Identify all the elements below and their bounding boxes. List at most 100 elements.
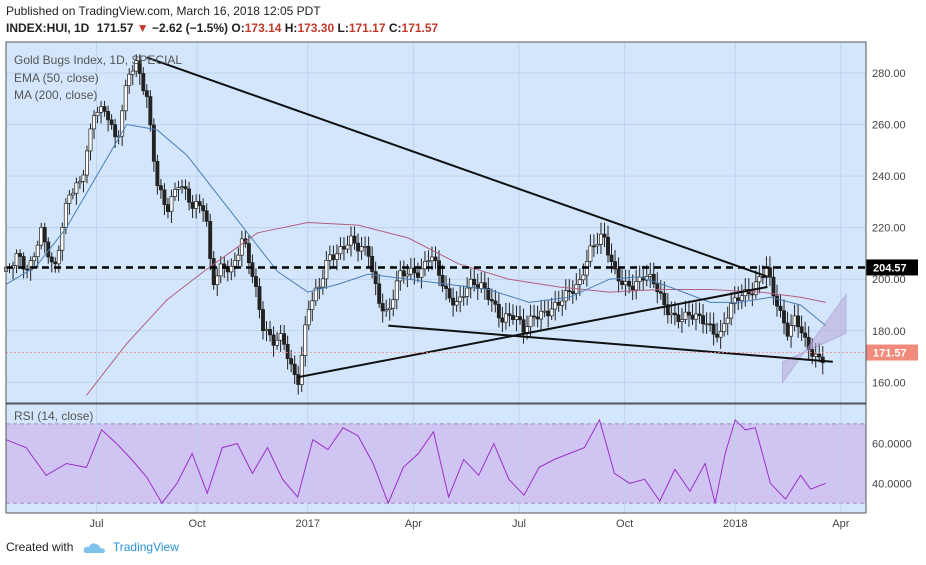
candle-body xyxy=(342,246,346,250)
candle-body xyxy=(218,263,223,277)
candle-body xyxy=(444,285,449,289)
candle-body xyxy=(750,293,755,296)
time-tick-label: Oct xyxy=(616,518,633,530)
candle-body xyxy=(102,106,107,112)
symbol-label: INDEX:HUI, 1D xyxy=(6,21,90,35)
time-tick-label: Oct xyxy=(189,518,206,530)
candle-body xyxy=(42,227,47,243)
candle-body xyxy=(493,300,498,305)
candle-body xyxy=(123,85,128,112)
candle-body xyxy=(401,270,406,277)
tradingview-link[interactable]: TradingView xyxy=(112,540,179,554)
candle-body xyxy=(85,150,89,176)
candle-body xyxy=(183,186,188,190)
candle-body xyxy=(21,256,26,270)
candle-body xyxy=(67,194,72,204)
candle-body xyxy=(496,303,501,319)
candle-body xyxy=(535,316,540,320)
time-axis: Jul Oct 2017 Apr Jul Oct 2018 Apr xyxy=(6,512,866,530)
candle-body xyxy=(697,313,702,316)
candle-body xyxy=(370,255,375,272)
candle-body xyxy=(771,276,776,297)
published-note: Published on TradingView.com, March 16, … xyxy=(6,4,321,18)
candle-body xyxy=(310,300,315,310)
candle-body xyxy=(190,201,195,209)
created-with-text: Created with xyxy=(6,540,74,554)
candle-body xyxy=(503,313,508,323)
price-pane[interactable]: 160.00 180.00 200.00 220.00 240.00 260.00 280.… xyxy=(4,41,920,404)
down-arrow-icon: ▼ xyxy=(136,21,149,35)
last-price-tag xyxy=(866,344,918,361)
candle-body xyxy=(53,261,58,265)
candle-body xyxy=(380,303,385,312)
candle-body xyxy=(426,260,431,263)
candle-body xyxy=(613,261,617,270)
candle-body xyxy=(634,281,639,291)
candle-body xyxy=(320,278,325,288)
candle-body xyxy=(120,110,125,137)
candle-body xyxy=(95,111,100,117)
candle-body xyxy=(268,329,272,336)
candle-body xyxy=(275,339,280,346)
candle-body xyxy=(789,325,794,337)
candle-body xyxy=(137,60,142,74)
rising-channel xyxy=(782,293,847,384)
candle-body xyxy=(352,235,357,244)
candle-body xyxy=(701,315,706,325)
candle-body xyxy=(500,317,505,323)
candle-body xyxy=(292,363,297,375)
candle-body xyxy=(767,267,772,278)
candle-body xyxy=(461,296,466,298)
candle-body xyxy=(116,135,121,138)
candle-body xyxy=(518,316,522,321)
candle-body xyxy=(106,111,111,121)
chart-area[interactable]: 160.00 180.00 200.00 220.00 240.00 260.00 280.… xyxy=(0,40,926,535)
candle-body xyxy=(739,295,744,301)
candle-body xyxy=(250,262,255,277)
candle-body xyxy=(88,128,93,152)
time-tick-label: 2018 xyxy=(723,518,747,530)
candle-body xyxy=(63,202,68,228)
candle-body xyxy=(162,189,167,205)
candle-body xyxy=(563,290,568,302)
candle-body xyxy=(560,300,565,306)
candle-body xyxy=(299,355,304,385)
candle-body xyxy=(165,204,170,212)
candle-body xyxy=(169,196,174,212)
candle-body xyxy=(373,271,378,285)
candle-body xyxy=(651,273,656,285)
candle-body xyxy=(35,244,40,258)
candle-body xyxy=(408,267,413,275)
candle-body xyxy=(236,254,241,261)
candle-body xyxy=(609,254,614,262)
candle-body xyxy=(151,124,156,162)
trend-line-1 xyxy=(146,56,768,278)
candle-body xyxy=(144,90,149,97)
candle-body xyxy=(465,287,470,297)
candle-body xyxy=(694,313,698,320)
candle-body xyxy=(440,274,445,287)
candle-body xyxy=(648,273,653,277)
low-value: 171.17 xyxy=(348,21,386,35)
trend-line-2 xyxy=(297,285,768,379)
candle-body xyxy=(278,333,283,341)
candle-body xyxy=(345,244,350,250)
candle-body xyxy=(813,353,818,357)
candle-body xyxy=(715,333,720,338)
open-value: 173.14 xyxy=(244,21,282,35)
candle-body xyxy=(363,245,368,248)
rsi-pane[interactable]: 40.0000 60.0000 RSI (14, close) xyxy=(5,403,920,514)
candle-body xyxy=(194,201,199,209)
rsi-tick-label: 40.0000 xyxy=(872,478,912,490)
candle-body xyxy=(704,323,709,326)
candle-body xyxy=(14,253,19,267)
candle-body xyxy=(482,282,487,289)
candle-body xyxy=(422,261,427,270)
candle-body xyxy=(729,303,734,319)
price-tick-label: 160.00 xyxy=(872,377,906,389)
candle-body xyxy=(556,301,561,306)
time-tick-label: 2017 xyxy=(296,518,320,530)
time-tick-label: Apr xyxy=(405,518,422,530)
candle-body xyxy=(679,319,684,322)
candle-body xyxy=(486,287,491,300)
